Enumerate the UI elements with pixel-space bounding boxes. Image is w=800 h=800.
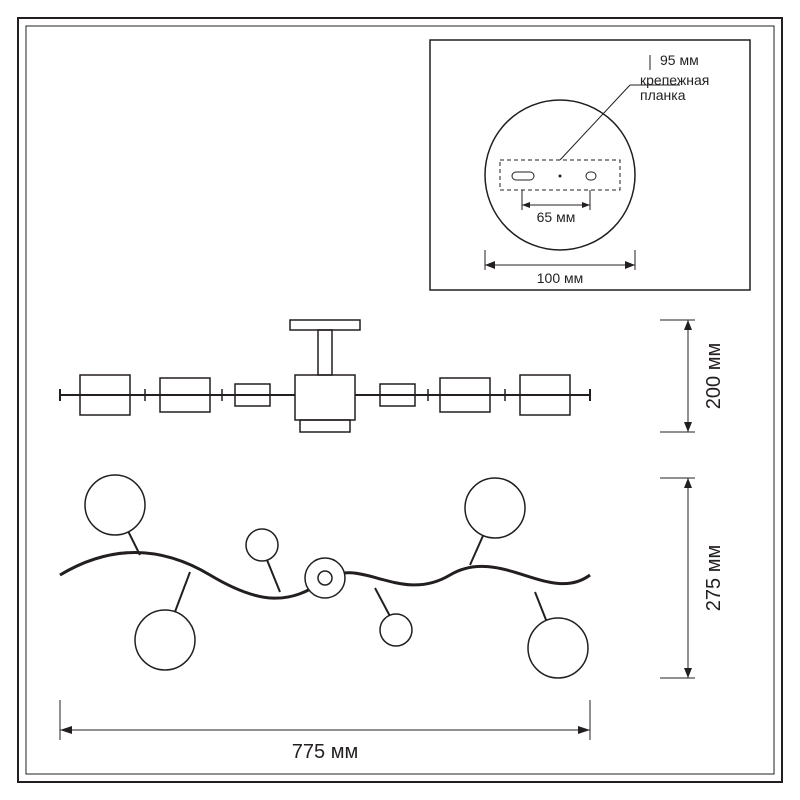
dim-65: 65 мм — [522, 190, 590, 225]
detail-dim-95: 95 мм — [660, 52, 699, 68]
dim-275-label: 275 мм — [703, 545, 725, 611]
slot-right — [586, 172, 596, 180]
dim-275: 275 мм — [660, 478, 725, 678]
outer-border — [18, 18, 782, 782]
dim-200-label: 200 мм — [703, 343, 725, 409]
diagram-frame: 95 мм крепежная планка 65 мм 100 мм — [0, 0, 800, 800]
hub-inner — [318, 571, 332, 585]
dim-775-label: 775 мм — [292, 741, 358, 763]
detail-dim-65: 65 мм — [537, 209, 576, 225]
detail-box: 95 мм крепежная планка 65 мм 100 мм — [430, 40, 750, 290]
detail-dim-100: 100 мм — [537, 270, 584, 286]
center-dot — [559, 175, 562, 178]
detail-label-line1: крепежная — [640, 72, 709, 88]
slot-left — [512, 172, 534, 180]
diagram-svg: 95 мм крепежная планка 65 мм 100 мм — [0, 0, 800, 800]
top-view — [60, 475, 590, 678]
dim-775: 775 мм — [60, 700, 590, 763]
side-view — [60, 320, 590, 432]
inner-border — [26, 26, 774, 774]
detail-label-line2: планка — [640, 87, 686, 103]
dim-100: 100 мм — [485, 250, 635, 286]
dim-200: 200 мм — [660, 320, 725, 432]
